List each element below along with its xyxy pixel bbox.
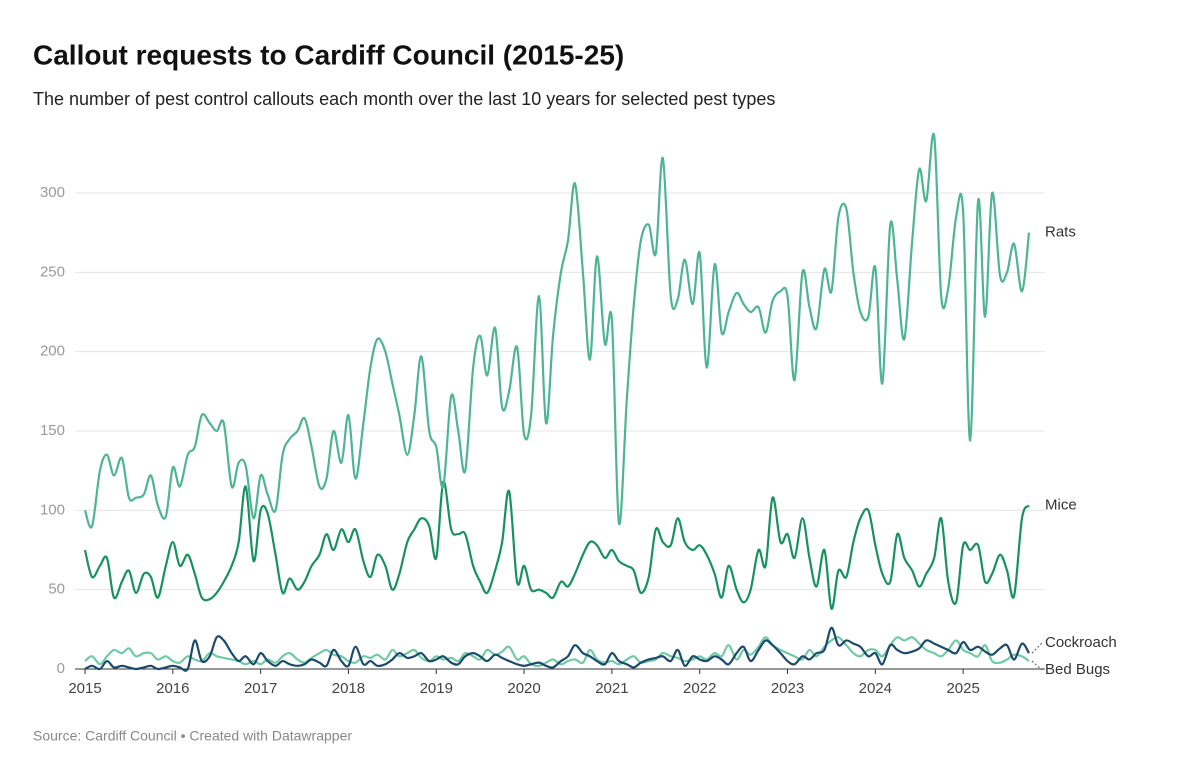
x-tick-label: 2020 bbox=[507, 680, 540, 697]
source-note: Source: Cardiff Council • Created with D… bbox=[33, 728, 352, 744]
line-series bbox=[84, 626, 1030, 672]
y-tick-label: 100 bbox=[40, 501, 65, 518]
series-label: Cockroach bbox=[1045, 634, 1117, 651]
y-tick-label: 50 bbox=[48, 581, 65, 598]
x-tick-label: 2019 bbox=[420, 680, 453, 697]
y-tick-label: 150 bbox=[40, 422, 65, 439]
series-label: Rats bbox=[1045, 224, 1076, 241]
x-tick-label: 2024 bbox=[859, 680, 892, 697]
chart-subtitle: The number of pest control callouts each… bbox=[33, 89, 775, 109]
y-tick-label: 250 bbox=[40, 263, 65, 280]
x-tick-label: 2018 bbox=[332, 680, 365, 697]
x-tick-label: 2016 bbox=[156, 680, 189, 697]
line-series bbox=[83, 132, 1031, 529]
x-tick-label: 2017 bbox=[244, 680, 277, 697]
x-tick-label: 2025 bbox=[946, 680, 979, 697]
x-tick-label: 2023 bbox=[771, 680, 804, 697]
label-connector bbox=[1031, 642, 1043, 654]
series-label: Mice bbox=[1045, 497, 1077, 514]
y-tick-label: 300 bbox=[40, 184, 65, 201]
series-label: Bed Bugs bbox=[1045, 661, 1110, 678]
chart-title: Callout requests to Cardiff Council (201… bbox=[33, 39, 624, 70]
line-series bbox=[83, 480, 1030, 610]
x-tick-label: 2021 bbox=[595, 680, 628, 697]
x-tick-label: 2022 bbox=[683, 680, 716, 697]
x-tick-label: 2015 bbox=[68, 680, 101, 697]
y-tick-label: 200 bbox=[40, 343, 65, 360]
y-tick-label: 0 bbox=[57, 660, 65, 677]
line-series bbox=[84, 636, 1030, 668]
